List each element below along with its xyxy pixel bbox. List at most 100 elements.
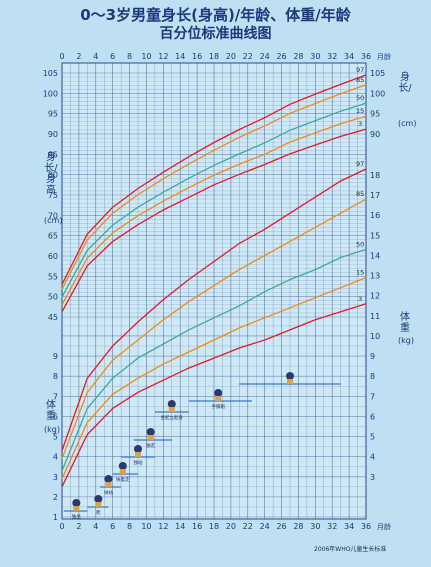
x-tick-label-bottom: 32 xyxy=(327,522,337,531)
length-percentile-label: 3 xyxy=(358,120,362,128)
x-axis-unit-bottom: 月龄 xyxy=(377,522,391,531)
length-percentile-label: 97 xyxy=(356,66,364,74)
length-line-p97 xyxy=(61,74,367,285)
x-tick-label-top: 22 xyxy=(243,52,253,61)
weight-tick-label-left: 7 xyxy=(53,392,58,401)
x-tick-label-top: 20 xyxy=(226,52,236,61)
right-weight-label: 体重 xyxy=(400,312,410,334)
chart-subtitle: 百分位标准曲线图 xyxy=(159,26,272,42)
weight-line-p50 xyxy=(61,248,367,471)
x-tick-label-bottom: 10 xyxy=(141,522,151,531)
right-weight-unit: (kg) xyxy=(398,336,414,345)
weight-tick-label-left: 1 xyxy=(53,513,58,522)
weight-tick-label-right: 16 xyxy=(370,211,380,220)
length-line-p50 xyxy=(61,102,367,298)
baby-figure-body-icon xyxy=(95,502,102,507)
weight-tick-label-right: 12 xyxy=(370,292,380,301)
length-tick-label-left: 60 xyxy=(48,252,58,261)
length-tick-label-right: 105 xyxy=(370,69,385,78)
length-tick-label-left: 55 xyxy=(48,272,58,281)
milestone-label: 手膝跑 xyxy=(211,403,225,410)
weight-tick-label-right: 11 xyxy=(370,312,380,321)
baby-figure-body-icon xyxy=(105,482,112,487)
x-tick-label-top: 2 xyxy=(76,52,81,61)
weight-line-p85 xyxy=(61,198,367,459)
x-tick-label-top: 0 xyxy=(59,52,64,61)
length-line-p85 xyxy=(61,84,367,290)
weight-tick-label-left: 8 xyxy=(53,372,58,381)
baby-figure-icon xyxy=(134,445,142,453)
chart-title: 0～3岁男童身长(身高)/年龄、体重/年龄 xyxy=(80,6,351,24)
weight-tick-label-right: 10 xyxy=(370,332,380,341)
baby-figure-body-icon xyxy=(147,435,154,440)
x-tick-label-bottom: 12 xyxy=(158,522,168,531)
baby-figure-body-icon xyxy=(287,379,293,384)
length-tick-label-right: 90 xyxy=(370,130,380,139)
x-tick-label-top: 28 xyxy=(293,52,303,61)
x-tick-label-top: 18 xyxy=(209,52,219,61)
length-tick-label-left: 45 xyxy=(48,313,58,322)
weight-tick-label-left: 5 xyxy=(53,433,58,442)
x-tick-label-top: 36 xyxy=(361,52,371,61)
left-weight-label: 体重 xyxy=(46,400,56,422)
left-length-unit: (cm) xyxy=(44,216,63,225)
length-tick-label-left: 105 xyxy=(43,69,58,78)
x-tick-label-top: 16 xyxy=(192,52,202,61)
weight-tick-label-right: 6 xyxy=(370,412,375,421)
x-tick-label-bottom: 22 xyxy=(243,522,253,531)
length-tick-label-left: 85 xyxy=(48,150,58,159)
weight-line-p97 xyxy=(61,168,367,451)
x-tick-label-bottom: 14 xyxy=(175,522,185,531)
weight-tick-label-right: 8 xyxy=(370,372,375,381)
length-tick-label-left: 100 xyxy=(43,89,58,98)
x-tick-label-bottom: 20 xyxy=(226,522,236,531)
left-weight-unit: (kg) xyxy=(44,425,60,434)
baby-figure-icon xyxy=(94,495,103,503)
length-tick-label-left: 90 xyxy=(48,130,58,139)
weight-tick-label-right: 3 xyxy=(370,473,375,482)
x-tick-label-bottom: 26 xyxy=(276,522,286,531)
weight-percentile-label: 50 xyxy=(356,240,364,248)
length-tick-label-left: 70 xyxy=(48,211,58,220)
x-tick-label-top: 30 xyxy=(310,52,320,61)
length-tick-label-right: 100 xyxy=(370,89,385,98)
weight-tick-label-left: 3 xyxy=(53,473,58,482)
x-tick-label-bottom: 8 xyxy=(127,522,132,531)
length-percentile-label: 85 xyxy=(356,76,364,84)
x-axis-unit-top: 月龄 xyxy=(377,52,391,61)
baby-figure-icon xyxy=(146,428,155,436)
weight-tick-label-left: 2 xyxy=(53,493,58,502)
length-tick-label-left: 80 xyxy=(48,171,58,180)
weight-tick-label-left: 4 xyxy=(53,453,58,462)
weight-tick-label-right: 7 xyxy=(370,392,375,401)
x-tick-label-top: 34 xyxy=(344,52,354,61)
right-length-unit: (cm) xyxy=(398,119,417,128)
left-length-label: 身长/身高 xyxy=(44,152,58,196)
x-tick-label-top: 24 xyxy=(260,52,270,61)
x-tick-label-bottom: 16 xyxy=(192,522,202,531)
x-tick-label-top: 8 xyxy=(127,52,132,61)
x-tick-label-bottom: 30 xyxy=(310,522,320,531)
weight-tick-label-right: 9 xyxy=(370,352,375,361)
x-tick-label-bottom: 4 xyxy=(93,522,98,531)
weight-tick-label-right: 4 xyxy=(370,453,375,462)
baby-figure-icon xyxy=(104,475,113,483)
length-line-p3 xyxy=(61,128,367,313)
weight-tick-label-right: 15 xyxy=(370,231,380,240)
length-percentile-label: 50 xyxy=(356,94,364,102)
length-tick-label-left: 65 xyxy=(48,232,58,241)
weight-tick-label-right: 17 xyxy=(370,191,380,200)
length-percentile-label: 15 xyxy=(356,107,364,115)
baby-figure-body-icon xyxy=(168,407,175,412)
baby-figure-body-icon xyxy=(135,452,141,457)
x-tick-label-bottom: 36 xyxy=(361,522,371,531)
weight-line-p3 xyxy=(61,303,367,488)
weight-tick-label-right: 5 xyxy=(370,433,375,442)
weight-line-p15 xyxy=(61,276,367,480)
x-tick-label-top: 14 xyxy=(175,52,185,61)
x-tick-label-bottom: 2 xyxy=(76,522,81,531)
baby-figure-body-icon xyxy=(73,506,80,511)
x-tick-label-bottom: 34 xyxy=(344,522,354,531)
